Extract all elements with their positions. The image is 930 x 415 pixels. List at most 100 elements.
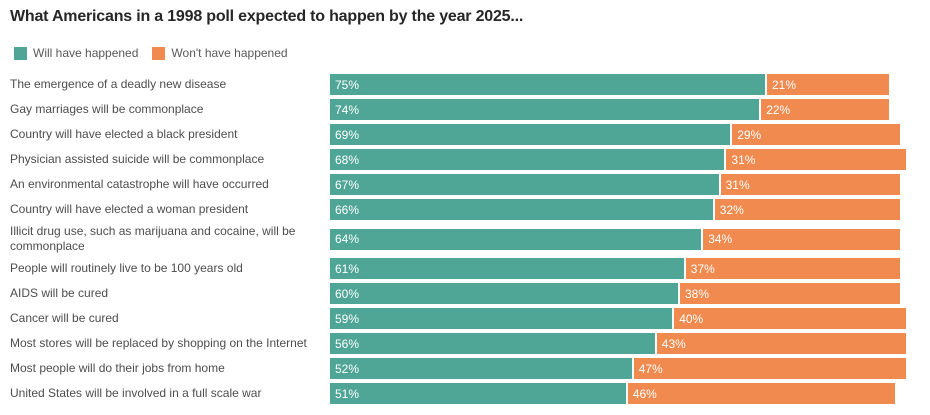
- category-label: Gay marriages will be commonplace: [10, 102, 204, 116]
- legend-swatch-wont-icon: [152, 46, 166, 60]
- bar-segment-wont: 37%: [685, 258, 901, 279]
- bar-segment-wont: 43%: [656, 333, 907, 354]
- bar-segment-wont: 31%: [726, 149, 907, 170]
- legend-swatch-will-icon: [14, 46, 27, 60]
- legend-label-will: Will have happened: [33, 46, 139, 60]
- bar-group: 67% 31%: [330, 174, 901, 195]
- chart-row: Illicit drug use, such as marijuana and …: [0, 224, 930, 254]
- bar-segment-will: 75%: [330, 74, 765, 95]
- bar-value-label: 67%: [335, 177, 360, 192]
- bar-group: 75% 21%: [330, 74, 889, 95]
- bar-segment-will: 52%: [330, 358, 632, 379]
- category-label: Physician assisted suicide will be commo…: [10, 152, 265, 166]
- bar-value-label: 37%: [690, 261, 715, 276]
- legend-item-wont: Won't have happened: [152, 46, 288, 60]
- bar-segment-wont: 31%: [720, 174, 901, 195]
- chart-row: AIDS will be cured 60% 38%: [0, 283, 930, 304]
- bar-value-label: 21%: [772, 77, 797, 92]
- bar-segment-will: 59%: [330, 308, 673, 329]
- bar-segment-will: 64%: [330, 228, 702, 250]
- category-label: Most people will do their jobs from home: [10, 361, 225, 375]
- category-label: Illicit drug use, such as marijuana and …: [10, 224, 296, 253]
- bar-chart-rows: The emergence of a deadly new disease 75%…: [0, 74, 930, 404]
- chart-row: Country will have elected a woman presid…: [0, 199, 930, 220]
- chart-row: United States will be involved in a full…: [0, 383, 930, 404]
- bar-segment-wont: 29%: [732, 124, 901, 145]
- bar-value-label: 51%: [335, 386, 360, 401]
- legend-item-will: Will have happened: [14, 46, 138, 60]
- chart-row: Most people will do their jobs from home…: [0, 358, 930, 379]
- bar-value-label: 75%: [335, 77, 360, 92]
- bar-group: 60% 38%: [330, 283, 901, 304]
- bar-value-label: 52%: [335, 361, 360, 376]
- bar-value-label: 43%: [661, 336, 686, 351]
- bar-segment-wont: 46%: [627, 383, 895, 404]
- bar-segment-wont: 38%: [680, 283, 901, 304]
- legend: Will have happened Won't have happened: [0, 26, 930, 60]
- bar-value-label: 66%: [335, 202, 360, 217]
- bar-segment-wont: 21%: [767, 74, 889, 95]
- category-label: Cancer will be cured: [10, 311, 119, 325]
- bar-segment-wont: 40%: [674, 308, 907, 329]
- bar-group: 68% 31%: [330, 149, 907, 170]
- bar-segment-will: 60%: [330, 283, 678, 304]
- bar-value-label: 40%: [679, 311, 704, 326]
- chart-row: Country will have elected a black presid…: [0, 124, 930, 145]
- bar-segment-wont: 32%: [714, 199, 901, 220]
- bar-segment-wont: 22%: [761, 99, 889, 120]
- bar-group: 74% 22%: [330, 99, 889, 120]
- category-label: People will routinely live to be 100 yea…: [10, 261, 243, 275]
- bar-value-label: 31%: [731, 152, 756, 167]
- bar-segment-wont: 47%: [633, 358, 907, 379]
- bar-value-label: 68%: [335, 152, 360, 167]
- category-label: AIDS will be cured: [10, 286, 109, 300]
- bar-value-label: 38%: [685, 286, 710, 301]
- chart-row: Most stores will be replaced by shopping…: [0, 333, 930, 354]
- bar-group: 56% 43%: [330, 333, 907, 354]
- bar-segment-wont: 34%: [703, 228, 901, 250]
- bar-value-label: 60%: [335, 286, 360, 301]
- category-label: United States will be involved in a full…: [10, 386, 262, 400]
- bar-value-label: 64%: [335, 232, 360, 246]
- bar-value-label: 61%: [335, 261, 360, 276]
- bar-group: 69% 29%: [330, 124, 901, 145]
- chart-row: People will routinely live to be 100 yea…: [0, 258, 930, 279]
- bar-segment-will: 68%: [330, 149, 725, 170]
- legend-label-wont: Won't have happened: [171, 46, 288, 60]
- bar-segment-will: 51%: [330, 383, 626, 404]
- chart-row: Cancer will be cured 59% 40%: [0, 308, 930, 329]
- bar-value-label: 56%: [335, 336, 360, 351]
- category-label: The emergence of a deadly new disease: [10, 77, 227, 91]
- bar-segment-will: 61%: [330, 258, 684, 279]
- category-label: Country will have elected a black presid…: [10, 127, 238, 141]
- bar-segment-will: 74%: [330, 99, 760, 120]
- bar-value-label: 69%: [335, 127, 360, 142]
- chart-row: An environmental catastrophe will have o…: [0, 174, 930, 195]
- bar-value-label: 47%: [638, 361, 663, 376]
- chart-row: Gay marriages will be commonplace 74% 22%: [0, 99, 930, 120]
- bar-group: 66% 32%: [330, 199, 901, 220]
- bar-value-label: 59%: [335, 311, 360, 326]
- category-label: An environmental catastrophe will have o…: [10, 177, 269, 191]
- bar-group: 61% 37%: [330, 258, 901, 279]
- bar-segment-will: 66%: [330, 199, 713, 220]
- chart-title: What Americans in a 1998 poll expected t…: [10, 8, 524, 25]
- chart-row: The emergence of a deadly new disease 75%…: [0, 74, 930, 95]
- bar-value-label: 31%: [725, 177, 750, 192]
- category-label: Country will have elected a woman presid…: [10, 202, 249, 216]
- category-label: Most stores will be replaced by shopping…: [10, 336, 307, 350]
- bar-group: 64% 34%: [330, 228, 901, 250]
- bar-group: 52% 47%: [330, 358, 907, 379]
- bar-value-label: 29%: [737, 127, 762, 142]
- bar-value-label: 32%: [719, 202, 744, 217]
- chart-row: Physician assisted suicide will be commo…: [0, 149, 930, 170]
- bar-segment-will: 67%: [330, 174, 719, 195]
- bar-segment-will: 56%: [330, 333, 655, 354]
- bar-value-label: 74%: [335, 102, 360, 117]
- bar-value-label: 22%: [766, 102, 791, 117]
- bar-segment-will: 69%: [330, 124, 731, 145]
- bar-group: 59% 40%: [330, 308, 907, 329]
- bar-value-label: 46%: [632, 386, 657, 401]
- bar-group: 51% 46%: [330, 383, 895, 404]
